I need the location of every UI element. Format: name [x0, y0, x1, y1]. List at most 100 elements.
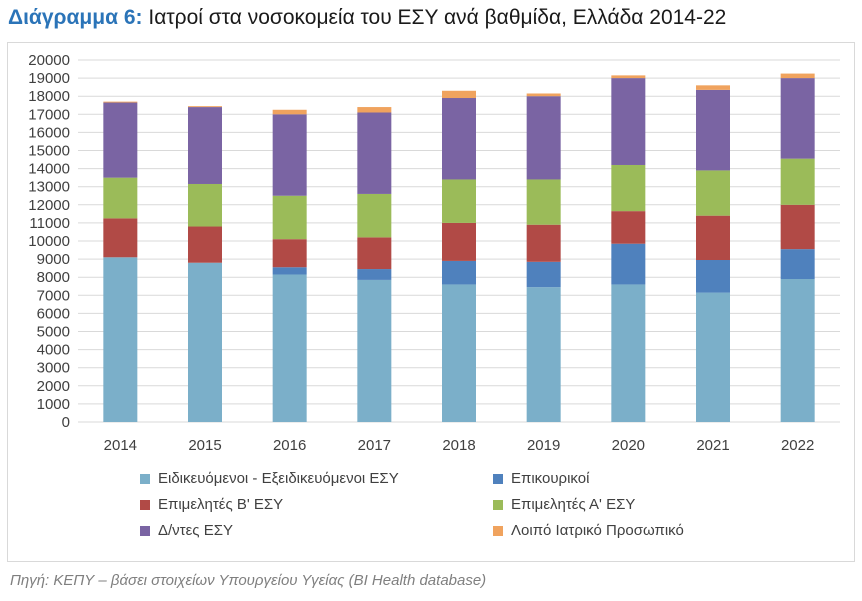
legend-item: Επιμελητές Β' ΕΣΥ — [140, 496, 283, 513]
bar-segment — [103, 102, 138, 178]
y-tick-label: 20000 — [28, 52, 70, 69]
bar-segment — [442, 222, 476, 261]
chart-figure-number: Διάγραμμα 6: — [8, 6, 143, 29]
bar-segment — [780, 158, 815, 205]
y-tick-label: 4000 — [37, 342, 70, 359]
bar-segment — [272, 267, 307, 275]
legend-item: Επικουρικοί — [493, 470, 589, 487]
x-tick-label: 2014 — [104, 437, 137, 454]
y-tick-label: 6000 — [37, 305, 70, 322]
bar-segment — [696, 89, 730, 171]
y-tick-label: 17000 — [28, 106, 70, 123]
legend-label: Λοιπό Ιατρικό Προσωπικό — [511, 522, 684, 539]
bar-segment — [526, 179, 561, 225]
chart-title: Ιατροί στα νοσοκομεία του ΕΣΥ ανά βαθμίδ… — [142, 6, 727, 29]
bar-segment — [272, 109, 307, 115]
bar-segment — [526, 224, 561, 262]
source-note: Πηγή: ΚΕΠΥ – βάσει στοιχείων Υπουργείου … — [10, 572, 487, 589]
legend-swatch — [140, 525, 150, 536]
bar-segment — [780, 73, 815, 79]
y-tick-label: 5000 — [37, 324, 70, 341]
y-tick-label: 8000 — [37, 269, 70, 286]
bar-segment — [526, 261, 561, 288]
bar-segment — [611, 243, 646, 285]
bar-segment — [526, 287, 561, 422]
bar-segment — [188, 106, 222, 108]
bar-segment — [103, 177, 138, 219]
bar-segment — [526, 96, 561, 180]
bar-segment — [272, 239, 307, 268]
y-tick-label: 10000 — [28, 233, 70, 250]
x-tick-label: 2019 — [527, 437, 560, 454]
legend-label: Δ/ντες ΕΣΥ — [158, 522, 233, 539]
x-tick-label: 2020 — [612, 437, 645, 454]
bar-segment — [188, 226, 222, 263]
bar-segment — [357, 269, 392, 280]
bar-segment — [357, 193, 392, 238]
legend-item: Επιμελητές Α' ΕΣΥ — [493, 496, 635, 513]
bar-segment — [442, 179, 476, 223]
y-tick-label: 1000 — [37, 396, 70, 413]
y-tick-label: 11000 — [29, 215, 70, 232]
y-tick-label: 18000 — [28, 88, 70, 105]
bar-segment — [696, 170, 730, 216]
y-tick-label: 16000 — [28, 124, 70, 141]
bar-segment — [103, 257, 138, 422]
bar-segment — [442, 90, 476, 99]
x-tick-label: 2015 — [188, 437, 221, 454]
bar-segment — [357, 279, 392, 422]
y-tick-label: 13000 — [28, 179, 70, 196]
x-tick-label: 2022 — [781, 437, 814, 454]
bar-segment — [611, 78, 646, 165]
bar-segment — [696, 260, 730, 293]
bar-segment — [188, 107, 222, 184]
bar-segment — [188, 262, 222, 422]
bar-segment — [696, 215, 730, 261]
bar-segment — [780, 204, 815, 250]
bar-segment — [357, 237, 392, 270]
legend-swatch — [140, 499, 150, 510]
legend-swatch — [493, 473, 503, 484]
legend-swatch — [493, 525, 503, 536]
bar-segment — [357, 112, 392, 194]
y-tick-label: 19000 — [28, 70, 70, 87]
x-tick-label: 2016 — [273, 437, 306, 454]
bar-segment — [611, 75, 646, 79]
legend-label: Επιμελητές Β' ΕΣΥ — [158, 496, 284, 513]
bar-segment — [780, 78, 815, 159]
y-tick-label: 0 — [62, 414, 70, 431]
x-tick-label: 2017 — [358, 437, 391, 454]
y-tick-label: 15000 — [28, 143, 70, 160]
bar-segment — [696, 292, 730, 422]
bar-segment — [357, 107, 392, 113]
x-tick-label: 2018 — [442, 437, 475, 454]
legend-label: Επικουρικοί — [511, 470, 590, 487]
bar-segment — [442, 98, 476, 180]
y-tick-label: 3000 — [37, 360, 70, 377]
bar-segment — [442, 260, 476, 285]
y-tick-label: 2000 — [37, 378, 70, 395]
bar-segment — [103, 218, 138, 258]
bar-segment — [780, 249, 815, 280]
legend-item: Λοιπό Ιατρικό Προσωπικό — [493, 522, 684, 539]
legend-swatch — [493, 499, 503, 510]
y-tick-label: 9000 — [37, 251, 70, 268]
bar-segment — [696, 85, 730, 90]
legend-label: Ειδικευόμενοι - Εξειδικευόμενοι ΕΣΥ — [158, 470, 399, 487]
bar-segment — [103, 101, 138, 103]
bar-segment — [272, 114, 307, 196]
y-tick-label: 7000 — [37, 287, 70, 304]
bar-segment — [272, 274, 307, 422]
bar-segment — [526, 93, 561, 97]
bar-segment — [611, 284, 646, 422]
y-tick-label: 12000 — [28, 197, 70, 214]
x-tick-label: 2021 — [696, 437, 729, 454]
legend-label: Επιμελητές Α' ΕΣΥ — [511, 496, 636, 513]
bar-segment — [780, 279, 815, 422]
bar-segment — [442, 284, 476, 422]
legend-swatch — [140, 473, 150, 484]
bar-segment — [611, 211, 646, 244]
y-tick-label: 14000 — [28, 161, 70, 178]
bar-segment — [272, 195, 307, 240]
